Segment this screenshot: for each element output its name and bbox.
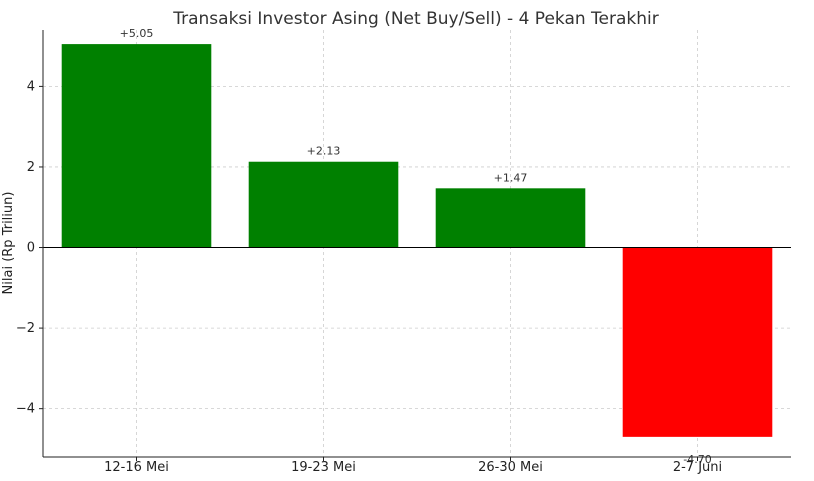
chart-title: Transaksi Investor Asing (Net Buy/Sell) … (172, 9, 659, 29)
bar-value-label: +2.13 (307, 145, 341, 158)
y-tick-label: 4 (27, 79, 35, 94)
y-tick-label: 0 (27, 241, 35, 256)
bar-value-label: +1.47 (494, 171, 528, 184)
bar (61, 44, 212, 248)
bar-value-label: +5.05 (120, 27, 154, 40)
bar (435, 188, 586, 248)
x-tick-label: 19-23 Mei (291, 460, 356, 475)
x-tick-label: 26-30 Mei (478, 460, 543, 475)
y-tick-label: −2 (16, 321, 35, 336)
bar (248, 161, 399, 248)
y-tick-label: 2 (27, 160, 35, 175)
y-tick-label: −4 (16, 402, 35, 417)
x-tick-label: 2-7 Juni (673, 460, 722, 475)
x-tick-label: 12-16 Mei (104, 460, 169, 475)
axes: −4 −2 0 2 4 12-16 Mei 19-23 Mei 26-30 Mei 2-7 Ju… (16, 30, 791, 475)
bars: +5.05+2.13+1.47-4.70 (61, 27, 773, 466)
y-axis-label: Nilai (Rp Triliun) (1, 192, 16, 295)
bar (622, 247, 773, 437)
